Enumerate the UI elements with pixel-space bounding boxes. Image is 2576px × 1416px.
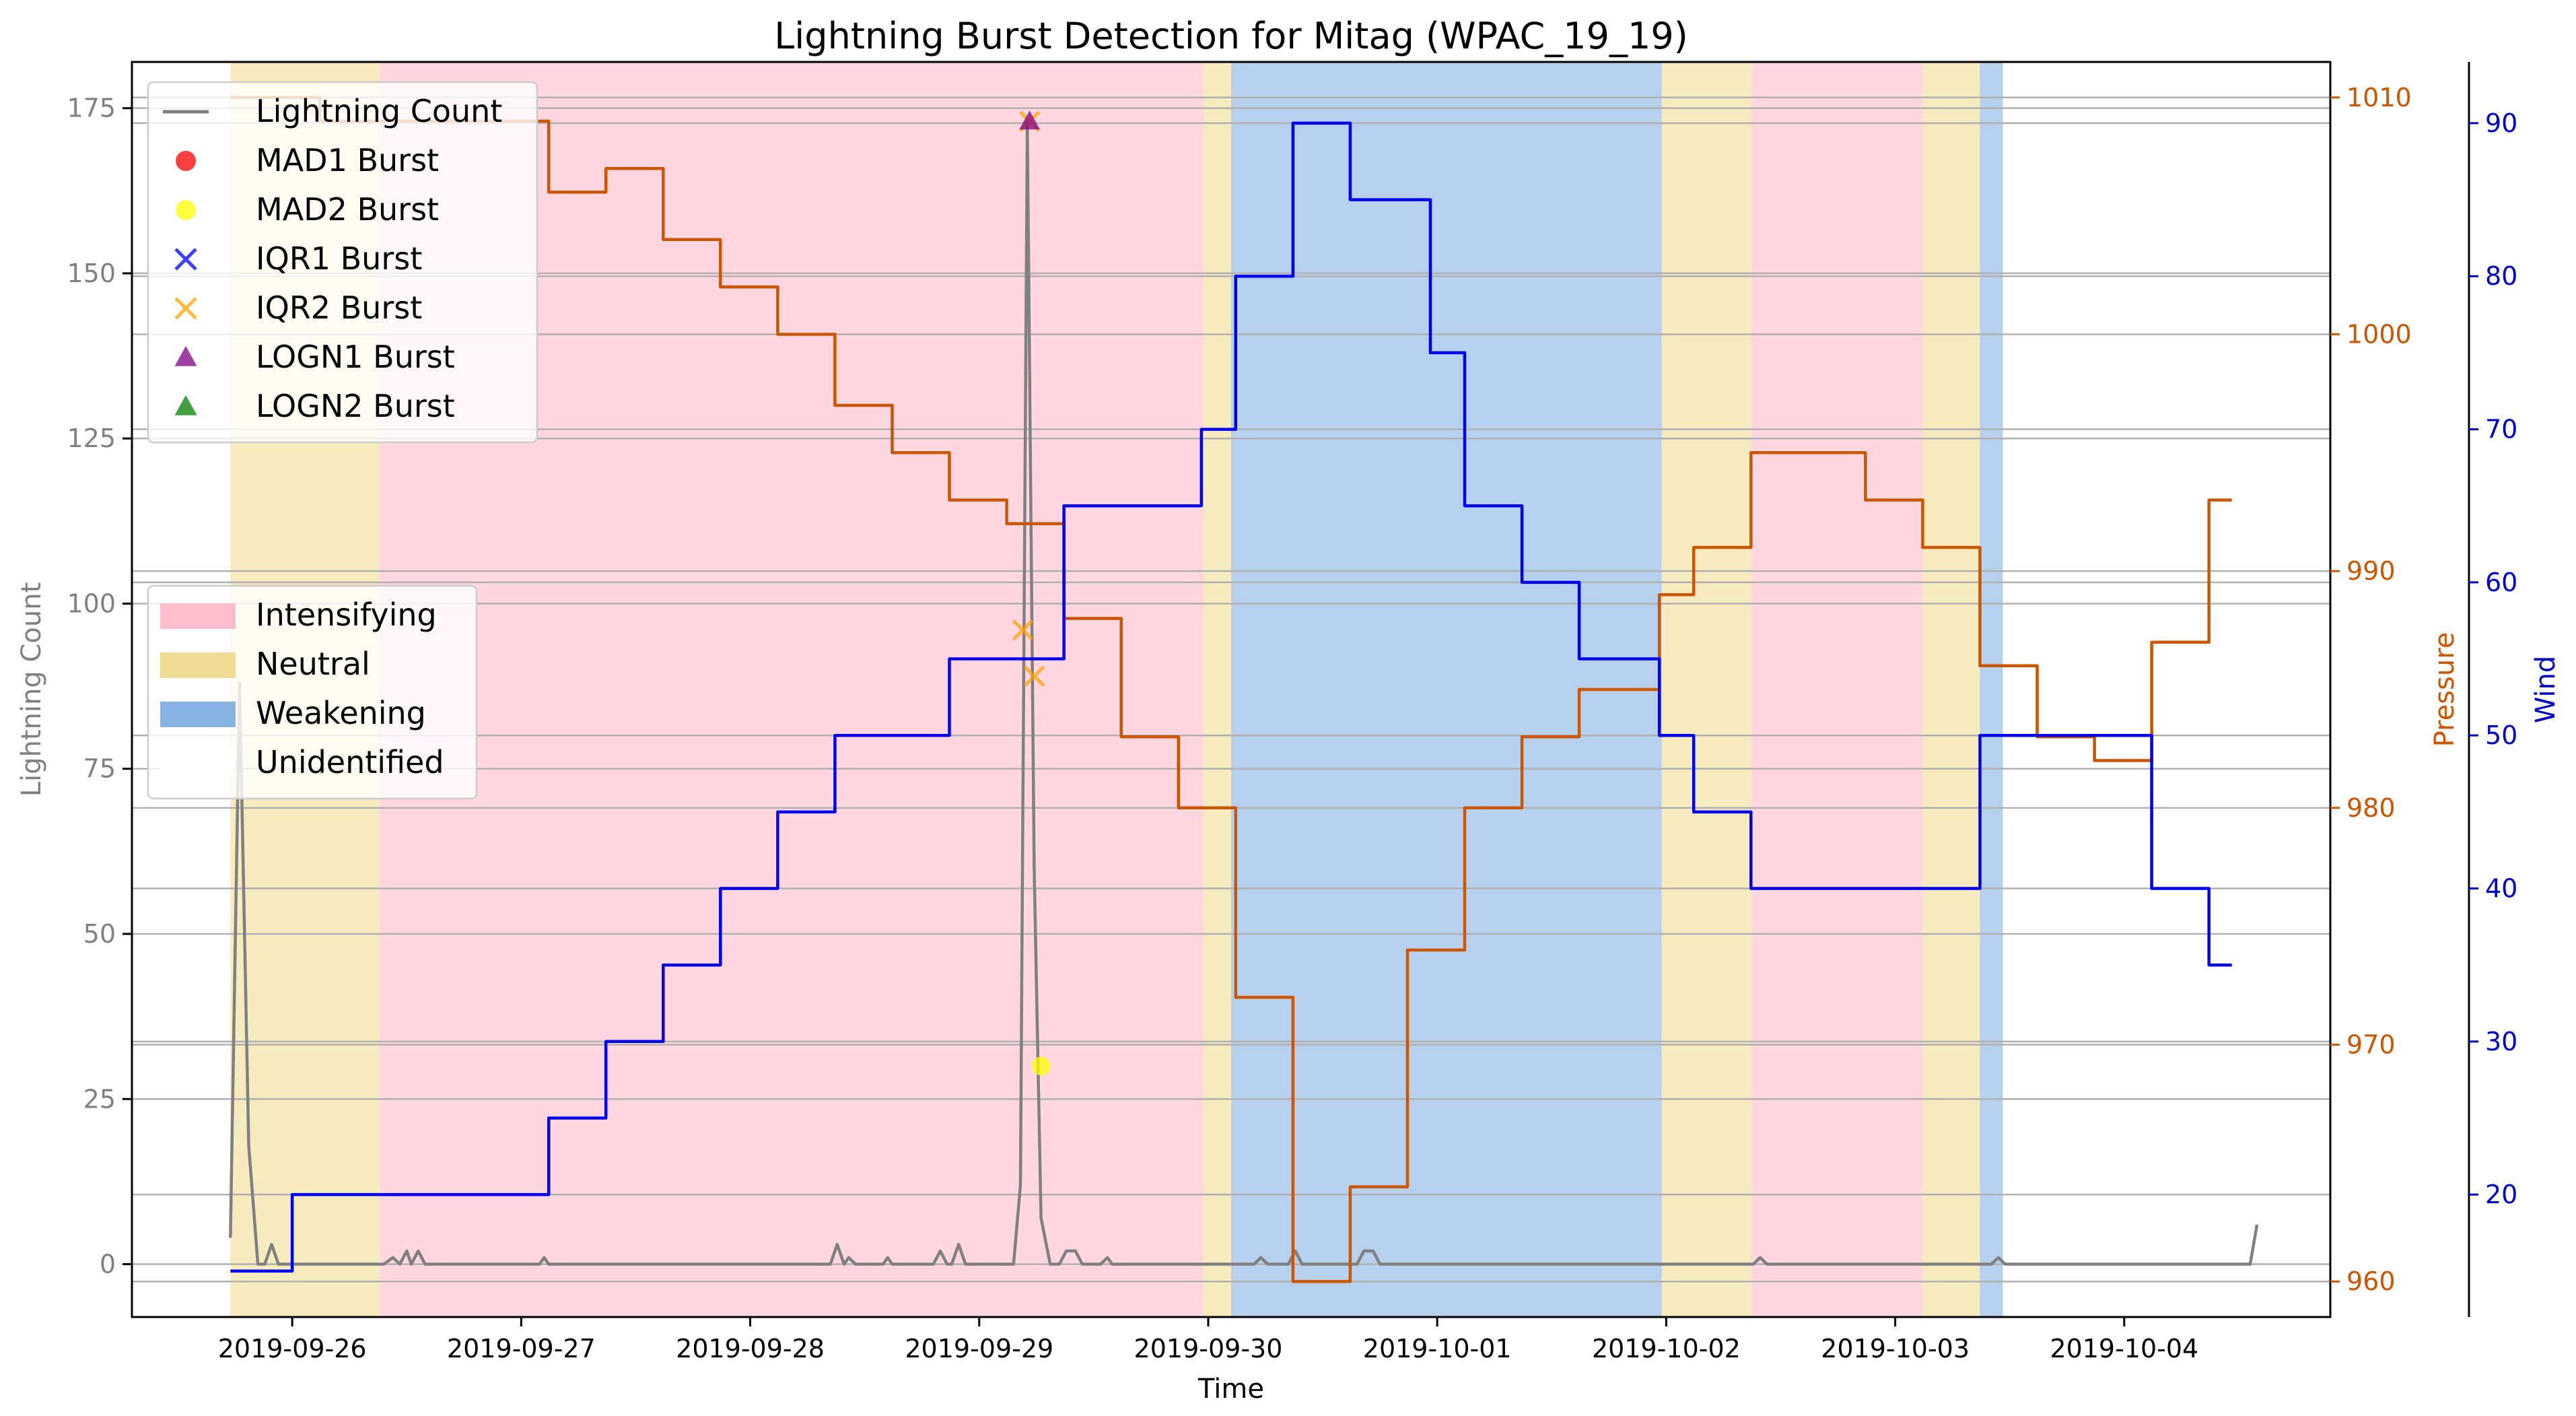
pressure-tick-label: 980 — [2346, 793, 2396, 823]
legend-marker-swatch — [174, 297, 197, 320]
legend-entry-label: MAD1 Burst — [256, 142, 439, 178]
legend-phase-swatch — [160, 702, 236, 727]
legend-entry-label: LOGN1 Burst — [256, 339, 455, 375]
x-tick-label: 2019-09-26 — [218, 1334, 367, 1363]
x-tick-label: 2019-09-29 — [905, 1334, 1053, 1363]
legend-entry-label: IQR1 Burst — [256, 240, 422, 277]
wind-line — [230, 121, 2232, 1273]
wind-tick-label: 80 — [2485, 261, 2517, 291]
legend-marker-swatch — [174, 395, 197, 415]
iqr2-burst-marker-stroke — [1012, 619, 1034, 641]
legend-entry-label: Weakening — [256, 695, 426, 731]
legend-box — [147, 584, 478, 800]
lightning-tick-label: 50 — [83, 919, 116, 949]
legend-entry-label: LOGN2 Burst — [256, 388, 455, 424]
x-tick-label: 2019-10-01 — [1363, 1334, 1512, 1363]
legend-entry-label: IQR2 Burst — [256, 290, 422, 326]
legend-entry-label: Intensifying — [256, 597, 437, 633]
lightning-tick-label: 0 — [100, 1250, 116, 1279]
wind-tick-label: 30 — [2485, 1027, 2517, 1056]
wind-tick-label: 40 — [2485, 874, 2517, 904]
legend-entry-label: Unidentified — [256, 744, 444, 780]
legend-phase-swatch — [160, 751, 236, 776]
lightning-count-line — [229, 120, 2259, 1266]
burst-markers — [1012, 110, 1051, 1076]
wind-axis-label: Wind — [2530, 656, 2561, 724]
markers-legend: Lightning Count MAD1 Burst MAD2 Burst IQR1 … — [147, 81, 538, 444]
lightning-tick-label: 125 — [67, 424, 116, 453]
lightning-tick-label: 175 — [67, 94, 116, 123]
pressure-tick-label: 1010 — [2346, 83, 2412, 112]
x-tick-label: 2019-10-02 — [1592, 1334, 1741, 1363]
legend-phase-swatch — [160, 652, 236, 678]
lightning-tick-label: 25 — [83, 1084, 116, 1114]
mad2-burst-marker — [1031, 1056, 1051, 1076]
lightning-tick-label: 75 — [83, 754, 116, 784]
legend-marker-swatch-stroke — [174, 297, 197, 320]
x-tick-label: 2019-10-03 — [1821, 1334, 1970, 1363]
x-tick-label: 2019-09-30 — [1134, 1334, 1283, 1363]
lightning-tick-label: 100 — [67, 588, 116, 618]
legend-marker-swatch — [174, 248, 197, 271]
phase-band-neutral — [1204, 62, 1231, 1317]
x-tick-label: 2019-10-04 — [2050, 1334, 2198, 1363]
pressure-tick-label: 960 — [2346, 1267, 2396, 1296]
lightning-axis-label: Lightning Count — [16, 582, 47, 797]
legend-entry-label: Lightning Count — [256, 93, 502, 129]
logn1-burst-marker — [1019, 110, 1041, 130]
wind-tick-label: 20 — [2485, 1180, 2517, 1209]
iqr2-burst-marker-stroke — [1023, 665, 1045, 687]
iqr2-burst-marker — [1012, 619, 1034, 641]
wind-tick-label: 90 — [2485, 108, 2517, 138]
wind-tick-label: 70 — [2485, 415, 2517, 444]
pressure-tick-label: 1000 — [2346, 319, 2412, 349]
pressure-axis-label: Pressure — [2429, 632, 2460, 747]
plot-frame — [131, 61, 2332, 1318]
legend-marker-swatch-stroke — [174, 248, 197, 271]
phase-band-neutral — [1922, 62, 1980, 1317]
legend-marker-swatch — [176, 200, 196, 220]
series-lines — [229, 96, 2259, 1283]
x-axis-label: Time — [1197, 1374, 1264, 1405]
pressure-axis: 960 970 980 990 1000 1010 — [2330, 83, 2412, 1296]
phase-band-neutral — [1661, 62, 1751, 1317]
iqr2-burst-marker — [1023, 665, 1045, 687]
pressure-tick-label: 970 — [2346, 1030, 2396, 1060]
lightning-tick-label: 150 — [67, 259, 116, 288]
phase-band-weakening — [1980, 62, 2003, 1317]
x-tick-label: 2019-09-28 — [676, 1334, 825, 1363]
phase-bands — [230, 62, 2003, 1317]
pressure-tick-label: 990 — [2346, 556, 2396, 586]
wind-tick-label: 60 — [2485, 568, 2517, 597]
wind-tick-label: 50 — [2485, 720, 2517, 750]
pressure-line — [230, 96, 2232, 1283]
wind-axis: 20 30 40 50 60 70 80 90 — [2468, 62, 2517, 1317]
lightning-axis: 0 25 50 75 100 125 150 175 — [67, 94, 132, 1279]
legend-phase-swatch — [160, 603, 236, 629]
phase-band-intensifying — [1751, 62, 1923, 1317]
legend-entry-label: MAD2 Burst — [256, 191, 439, 228]
phase-legend: Intensifying Neutral Weakening Unidentified — [147, 584, 478, 800]
legend-box — [147, 81, 538, 444]
legend-entry-label: Neutral — [256, 646, 370, 682]
legend-marker-swatch — [174, 345, 197, 366]
x-tick-label: 2019-09-27 — [447, 1334, 596, 1363]
x-axis: 2019-09-26 2019-09-27 2019-09-28 2019-09-29… — [218, 1317, 2198, 1363]
legend-marker-swatch — [176, 151, 196, 171]
chart-title: Lightning Burst Detection for Mitag (WPA… — [774, 15, 1688, 57]
